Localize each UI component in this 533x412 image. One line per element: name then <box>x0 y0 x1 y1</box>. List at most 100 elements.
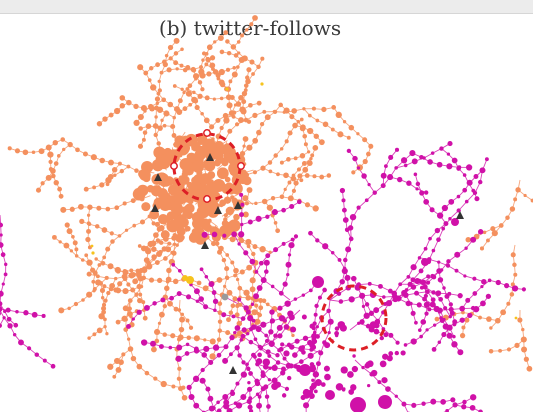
right-edge-branch-node <box>478 315 482 320</box>
cluster-a-branch-node <box>262 109 267 114</box>
cluster-a-branch-node <box>171 250 177 256</box>
right-edge-branch-node <box>489 326 493 330</box>
cluster-a-branch-node <box>53 161 59 166</box>
cluster-a-branch-node <box>321 106 327 113</box>
cluster-b-branch-node <box>456 194 461 199</box>
cluster-b-branch-node <box>239 192 244 197</box>
cluster-b-branch-node <box>317 295 322 300</box>
cluster-a-branch-node <box>137 297 143 304</box>
left-edge-branch-node <box>13 322 19 328</box>
cluster-b-branch-node <box>415 187 419 191</box>
cluster-b-branch-node <box>431 274 437 280</box>
cluster-a-branch-node <box>170 333 176 339</box>
cluster-a-branch-node <box>326 173 332 178</box>
cluster-a-branch-node <box>245 75 250 80</box>
cluster-a-branch-node <box>279 194 285 200</box>
cluster-b-branch-node <box>245 362 249 366</box>
cluster-b-hub <box>312 276 324 288</box>
cluster-a-branch-node <box>136 271 141 275</box>
cluster-a-branch-node <box>124 317 128 322</box>
cluster-b-branch-node <box>228 352 233 357</box>
cluster-a-branch-node <box>51 173 56 179</box>
cluster-a-branch-node <box>204 95 210 101</box>
cluster-b-branch-node <box>239 212 245 218</box>
cluster-a-branch-node <box>155 62 160 68</box>
cluster-b-node <box>379 335 384 341</box>
cluster-b-branch-node <box>416 302 422 308</box>
cluster-a-node <box>166 211 176 221</box>
left-edge-branch-node <box>3 309 7 314</box>
cluster-a-branch-node <box>109 231 114 236</box>
cluster-b-branch-node <box>152 301 157 306</box>
cluster-a-branch-node <box>163 256 168 261</box>
cluster-a-branch-node <box>252 170 257 175</box>
cluster-a-branch-node <box>45 144 52 151</box>
cluster-a-branch-node <box>201 58 205 62</box>
cluster-b-branch-node <box>422 284 428 290</box>
cluster-b-branch-node <box>201 352 208 358</box>
cluster-b-branch-node <box>265 214 270 219</box>
cluster-b-branch-node <box>171 262 176 267</box>
cluster-a-node <box>182 211 189 219</box>
cluster-b-branch-node <box>470 394 477 401</box>
cluster-a-node <box>207 206 219 218</box>
cluster-b-branch-node <box>246 366 251 371</box>
cluster-a-branch-node <box>222 112 229 119</box>
cluster-a-branch-node <box>244 201 250 206</box>
right-edge-branch-node <box>509 206 516 212</box>
cluster-a-branch-node <box>31 150 36 155</box>
cluster-a-branch-node <box>162 332 167 337</box>
cluster-b-branch-node <box>268 366 272 370</box>
cluster-b-branch-node <box>452 402 458 408</box>
cluster-b-branch-node <box>255 362 260 367</box>
left-edge-branch-node <box>15 310 19 314</box>
cluster-a-branch-node <box>362 158 368 165</box>
cluster-a-branch-node <box>105 182 110 187</box>
right-edge-branch-node <box>500 309 507 316</box>
cluster-b-branch-node <box>342 217 349 223</box>
cluster-a-branch-node <box>77 203 84 210</box>
cluster-a-branch-node <box>171 384 176 389</box>
yellow-node <box>260 82 264 86</box>
cluster-b-branch-node <box>237 297 242 302</box>
cluster-a-branch-node <box>109 282 116 289</box>
cluster-b-branch-node <box>277 305 283 311</box>
cluster-a-branch-node <box>246 244 251 249</box>
cluster-b-branch-node <box>403 163 408 168</box>
cluster-a-branch-node <box>143 109 147 113</box>
cluster-a-branch-node <box>162 236 169 242</box>
cluster-a-branch-node <box>241 90 248 97</box>
cluster-a-branch-node <box>62 147 66 152</box>
cluster-a-branch-node <box>114 266 121 274</box>
cluster-b-branch-node <box>437 260 441 264</box>
cluster-a-branch-node <box>239 269 245 275</box>
cluster-b-branch-node <box>285 261 292 268</box>
cluster-a-branch-node <box>142 315 148 321</box>
cluster-b-branch-node <box>417 328 422 332</box>
cluster-b-branch-node <box>309 347 314 352</box>
cluster-a-branch-node <box>303 142 308 147</box>
cluster-a-branch-node <box>196 280 202 286</box>
cluster-a-branch-node <box>243 83 249 88</box>
cluster-a-branch-node <box>92 185 97 190</box>
cluster-b-branch-node <box>257 344 262 349</box>
cluster-a-branch-node <box>114 276 118 281</box>
cluster-a-branch-node <box>96 327 103 334</box>
cluster-b-branch-node <box>289 344 295 350</box>
cluster-a-branch-node <box>232 155 237 160</box>
cluster-a-branch-node <box>180 87 184 91</box>
cluster-a-branch-node <box>122 288 129 295</box>
cluster-a-branch-node <box>123 327 129 332</box>
cluster-a-branch-node <box>201 51 207 56</box>
cluster-a-branch-node <box>258 297 264 303</box>
cluster-b-branch-node <box>246 386 253 392</box>
cluster-a-branch-node <box>299 153 306 159</box>
cluster-b-node <box>386 355 393 362</box>
cluster-a-branch-node <box>53 180 59 186</box>
cluster-a-node <box>213 159 221 167</box>
cluster-a-branch-node <box>306 160 313 167</box>
right-edge-branch-node <box>494 317 501 324</box>
cluster-a-branch-node <box>348 124 355 131</box>
right-edge-branch-node <box>459 332 466 339</box>
cluster-a-branch-node <box>144 370 150 376</box>
